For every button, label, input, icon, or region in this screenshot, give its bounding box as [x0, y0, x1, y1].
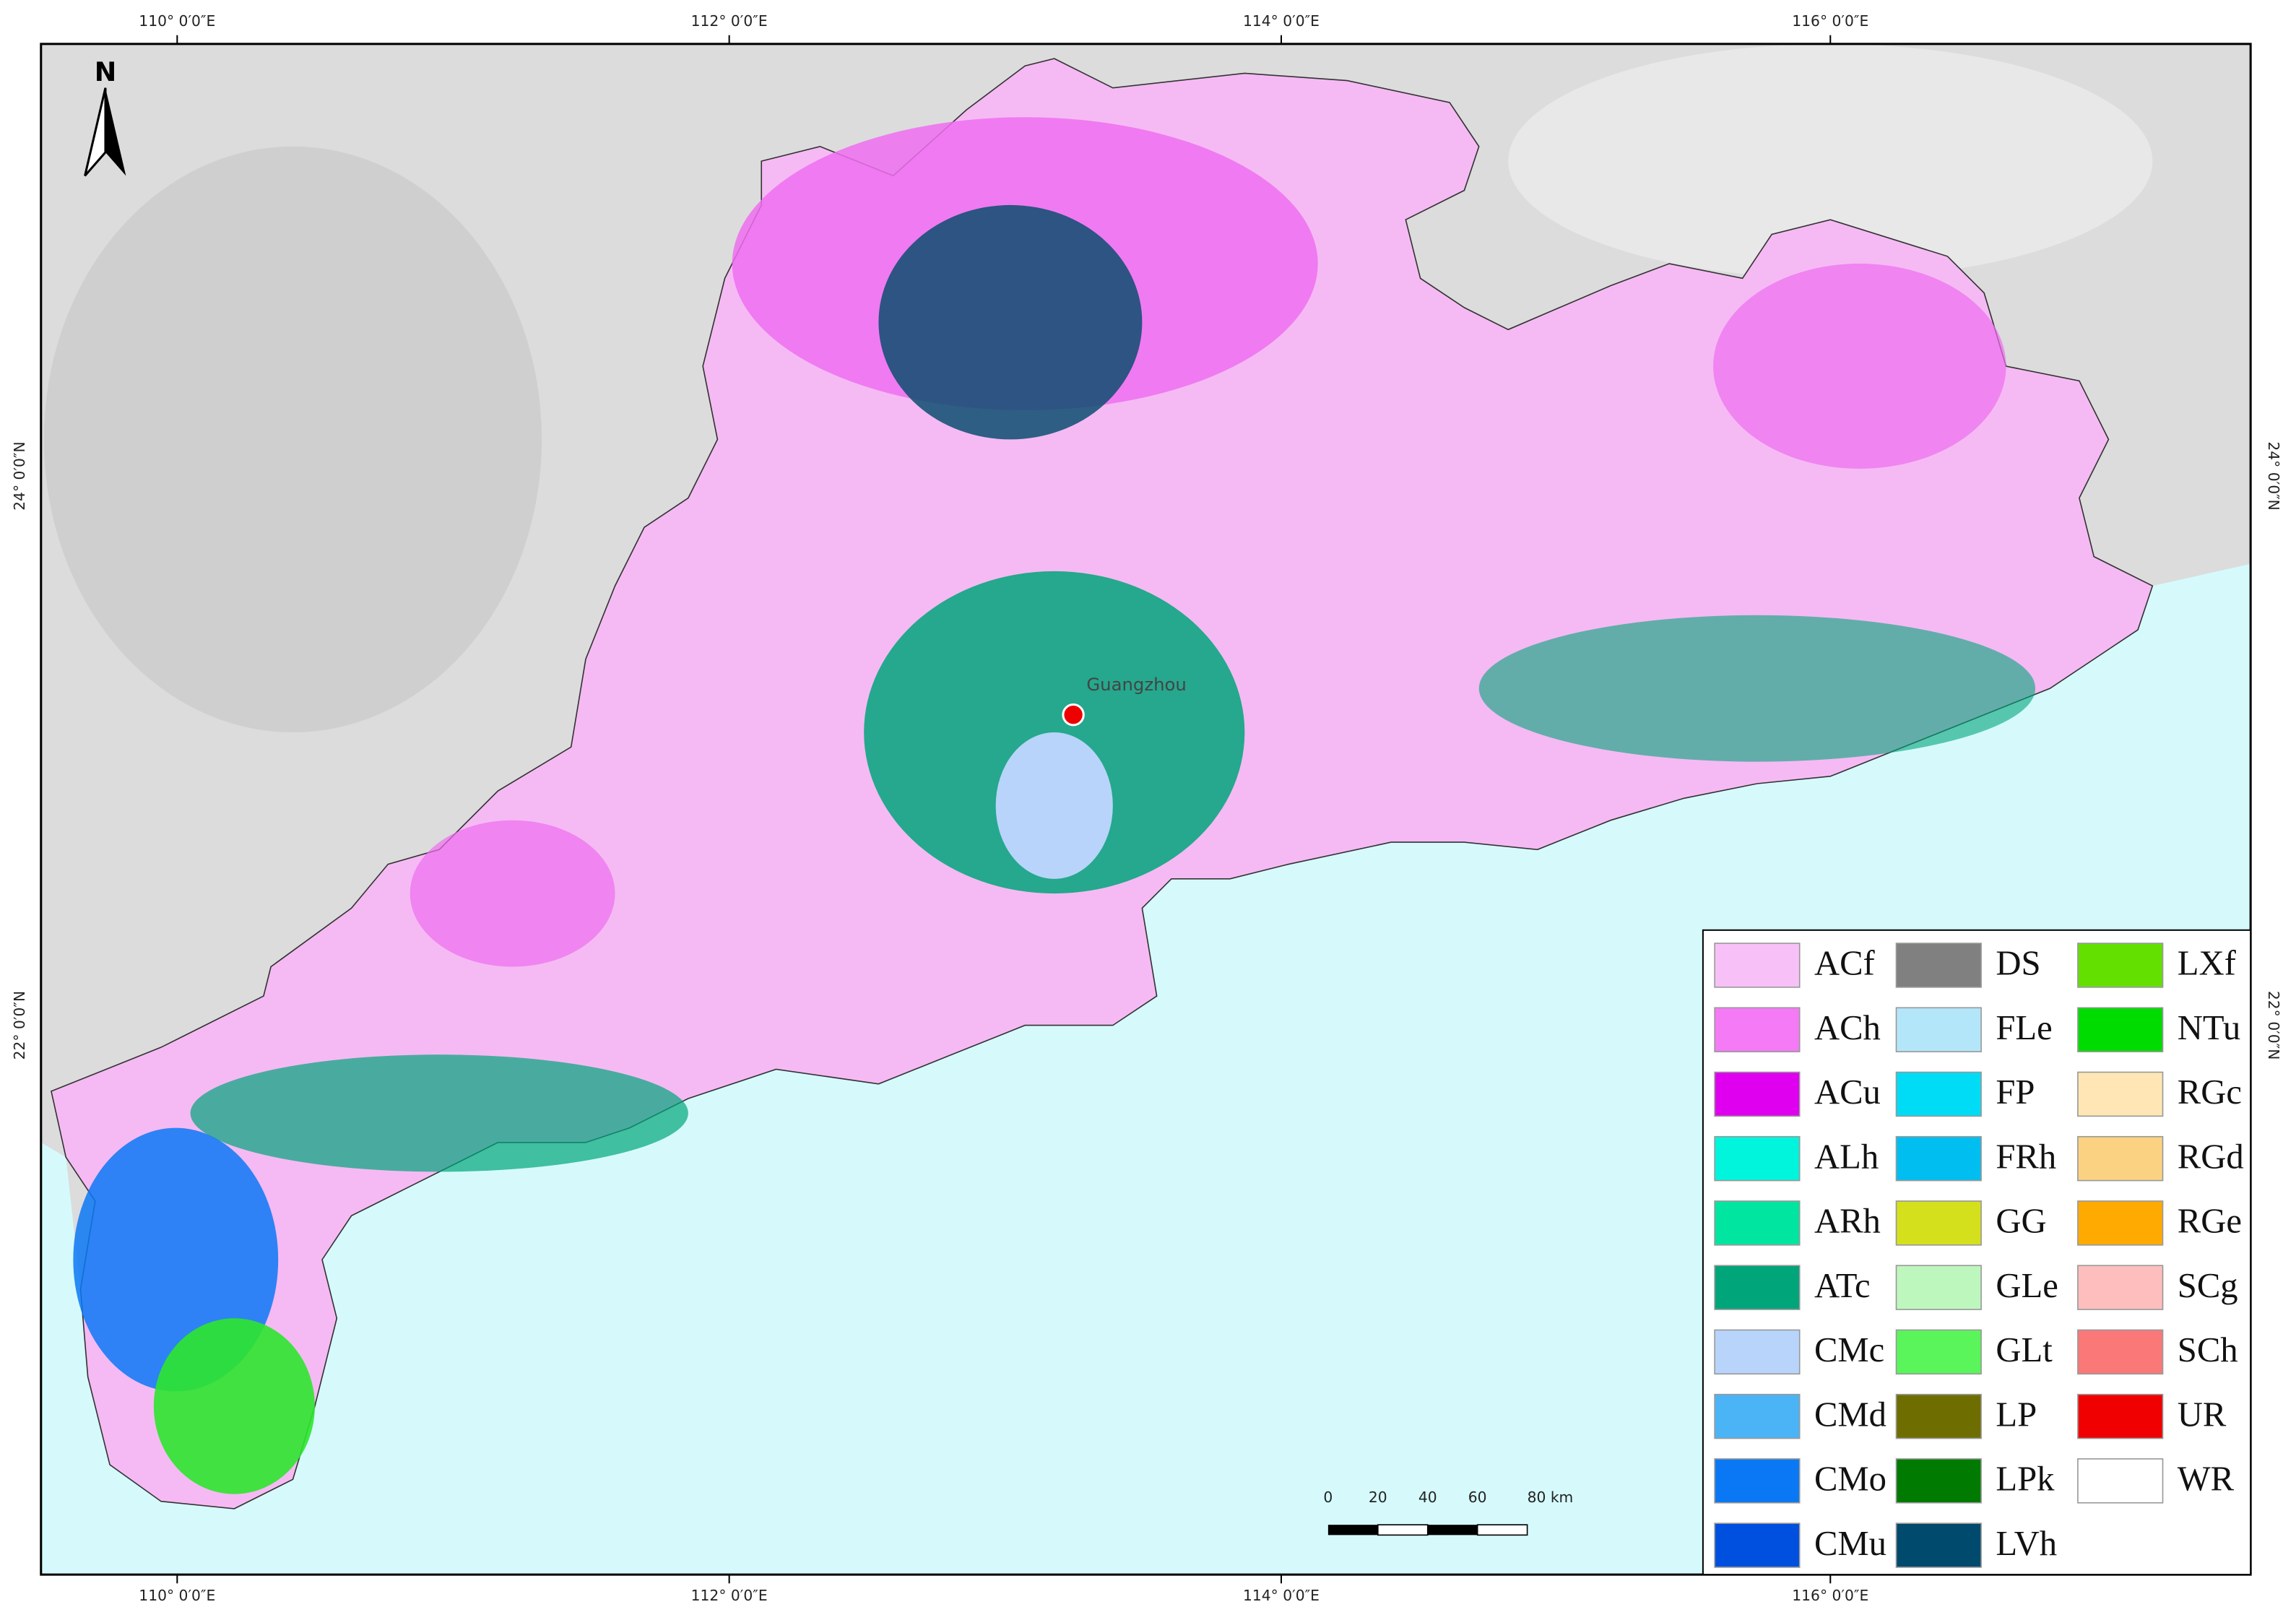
legend-label: FRh — [1996, 1137, 2056, 1176]
legend-label: GLe — [1996, 1266, 2058, 1305]
legend-swatch — [1714, 1393, 1801, 1439]
legend-label: WR — [2178, 1460, 2235, 1499]
legend-label: CMd — [1814, 1395, 1886, 1434]
legend-swatch — [1895, 1522, 1982, 1568]
city-label: Guangzhou — [1086, 674, 1187, 695]
soil-patch — [1478, 615, 2036, 762]
legend-label: GG — [1996, 1202, 2046, 1241]
legend-swatch — [2077, 1265, 2164, 1310]
legend-label: CMc — [1814, 1330, 1884, 1369]
legend-swatch — [1895, 1007, 1982, 1052]
legend-label: LP — [1996, 1395, 2037, 1434]
scale-label: 20 — [1369, 1489, 1387, 1506]
legend-swatch — [1714, 1135, 1801, 1182]
legend-label: ACh — [1814, 1008, 1881, 1047]
legend-label: RGe — [2178, 1202, 2242, 1241]
scale-segment — [1427, 1525, 1478, 1535]
legend-label: SCh — [2178, 1330, 2238, 1369]
scale-label: 80 km — [1528, 1489, 1574, 1506]
legend-label: SCg — [2178, 1266, 2238, 1305]
city-marker — [1062, 703, 1085, 727]
north-label: N — [95, 56, 117, 87]
legend-label: ACu — [1814, 1073, 1881, 1112]
legend-label: NTu — [2178, 1008, 2240, 1047]
relief — [43, 146, 542, 733]
legend-swatch — [1714, 1522, 1801, 1568]
soil-patch — [1713, 264, 2006, 469]
sea — [40, 563, 2251, 1575]
legend-swatch — [1895, 1071, 1982, 1117]
legend-swatch — [1714, 1458, 1801, 1504]
legend-swatch — [2077, 1329, 2164, 1375]
coordinate-label: 112° 0′0″E — [691, 12, 768, 30]
scale-segment — [1377, 1524, 1429, 1536]
legend-swatch — [2077, 1071, 2164, 1117]
coordinate-label: 114° 0′0″E — [1243, 12, 1320, 30]
legend-swatch — [1895, 943, 1982, 988]
legend-swatch — [2077, 1135, 2164, 1182]
legend-swatch — [1895, 1135, 1982, 1182]
legend-swatch — [1895, 1458, 1982, 1504]
soil-patch — [153, 1318, 315, 1494]
soil-patch — [995, 732, 1113, 879]
coordinate-label: 110° 0′0″E — [139, 12, 215, 30]
soil-patch — [410, 820, 615, 967]
legend-label: ACf — [1814, 944, 1876, 983]
frame — [40, 43, 2252, 1576]
coordinate-label: 110° 0′0″E — [139, 1587, 215, 1604]
scale-label: 0 — [1323, 1489, 1333, 1506]
legend-label: FLe — [1996, 1008, 2052, 1047]
legend-label: ALh — [1814, 1137, 1879, 1176]
scale-label: 60 — [1468, 1489, 1487, 1506]
legend-swatch — [2077, 1458, 2164, 1504]
soil-patch — [190, 1054, 688, 1172]
legend-swatch — [1714, 1071, 1801, 1117]
coordinate-label: 112° 0′0″E — [691, 1587, 768, 1604]
scale-bar — [1327, 1524, 1528, 1536]
legend-label: RGc — [2178, 1073, 2242, 1112]
coordinate-label: 114° 0′0″E — [1243, 1587, 1320, 1604]
legend-label: CMo — [1814, 1460, 1886, 1499]
scale-segment — [1476, 1524, 1528, 1536]
legend-label: RGd — [2178, 1137, 2244, 1176]
legend-swatch — [1895, 1200, 1982, 1246]
legend-label: LXf — [2178, 944, 2237, 983]
legend-label: UR — [2178, 1395, 2227, 1434]
legend-swatch — [2077, 1393, 2164, 1439]
legend-swatch — [1895, 1265, 1982, 1310]
coordinate-label: 22° 0′0″N — [2265, 991, 2282, 1060]
legend-label: CMu — [1814, 1524, 1886, 1563]
legend-swatch — [1714, 1329, 1801, 1375]
legend-swatch — [1714, 1007, 1801, 1052]
coordinate-label: 24° 0′0″N — [11, 441, 28, 510]
legend-label: GLt — [1996, 1330, 2053, 1369]
legend-swatch — [1714, 1265, 1801, 1310]
legend-swatch — [1895, 1393, 1982, 1439]
coordinate-label: 24° 0′0″N — [2265, 441, 2282, 510]
legend-swatch — [1714, 1200, 1801, 1246]
coordinate-label: 22° 0′0″N — [11, 991, 28, 1060]
legend-label: FP — [1996, 1073, 2035, 1112]
legend-swatch — [2077, 943, 2164, 988]
legend-swatch — [2077, 1007, 2164, 1052]
legend-label: DS — [1996, 944, 2040, 983]
legend-label: ARh — [1814, 1202, 1881, 1241]
legend-label: LPk — [1996, 1460, 2055, 1499]
relief — [1508, 43, 2153, 279]
coordinate-label: 116° 0′0″E — [1792, 12, 1868, 30]
legend-label: LVh — [1996, 1524, 2057, 1563]
legend-swatch — [1895, 1329, 1982, 1375]
coordinate-label: 116° 0′0″E — [1792, 1587, 1868, 1604]
legend-swatch — [1714, 943, 1801, 988]
soil-patch — [878, 204, 1143, 440]
legend-swatch — [2077, 1200, 2164, 1246]
scale-label: 40 — [1418, 1489, 1437, 1506]
legend-label: ATc — [1814, 1266, 1871, 1305]
scale-segment — [1327, 1525, 1378, 1535]
